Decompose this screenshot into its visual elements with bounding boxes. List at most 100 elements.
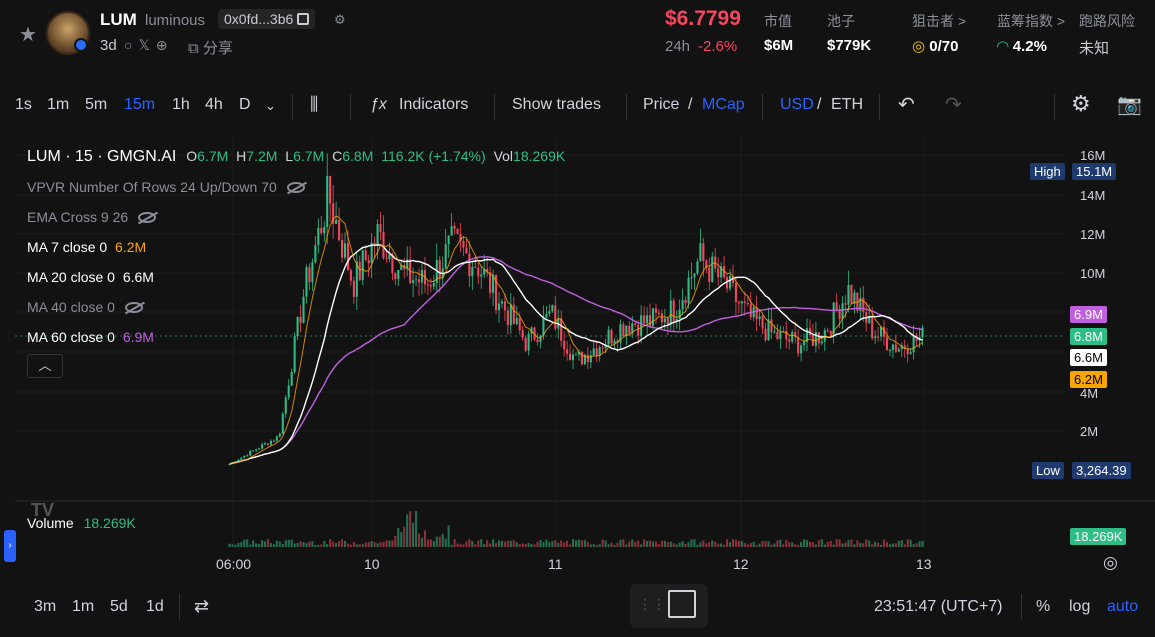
range-3m[interactable]: 3m	[34, 598, 57, 615]
ma40-label: MA 40 close 0	[27, 299, 115, 315]
volume-bar	[388, 540, 391, 547]
ma20-price-tag: 6.6M	[1070, 349, 1107, 366]
chevron-down-icon[interactable]: ⌄	[265, 98, 276, 113]
candle-body	[420, 269, 424, 283]
low-label: L	[285, 148, 294, 164]
eth-toggle[interactable]: ETH	[831, 96, 863, 113]
target-settings-icon[interactable]: ◎	[1103, 553, 1118, 572]
volume-bar	[305, 543, 308, 547]
candle-body	[539, 335, 542, 343]
volume-bar	[326, 543, 329, 547]
globe-icon[interactable]: ⊕	[155, 37, 174, 53]
interval-d[interactable]: D	[239, 96, 251, 113]
volume-bar	[480, 539, 483, 547]
crosshair-icon[interactable]	[668, 590, 696, 618]
ma60-indicator[interactable]: MA 60 close 0 6.9M	[27, 329, 154, 345]
percent-toggle[interactable]: %	[1036, 598, 1051, 615]
range-1m[interactable]: 1m	[72, 598, 95, 615]
expand-panel-button[interactable]: ›	[4, 530, 16, 562]
vpvr-indicator[interactable]: VPVR Number Of Rows 24 Up/Down 70	[27, 179, 305, 195]
volume-bar	[367, 542, 370, 547]
candle-body	[323, 227, 326, 234]
mcap-toggle[interactable]: MCap	[702, 96, 745, 113]
open-value: 6.7M	[197, 148, 229, 164]
candle-type-icon[interactable]: ⫼	[310, 94, 319, 114]
divider	[762, 94, 763, 120]
ma7-value: 6.2M	[115, 239, 147, 255]
eye-hidden-icon[interactable]	[286, 182, 305, 193]
volume-bar	[302, 542, 305, 547]
audit-icon[interactable]: ⚙	[334, 12, 346, 27]
candle-body	[805, 328, 809, 342]
candle-body	[269, 440, 272, 445]
candle-body	[284, 397, 287, 414]
copy-icon[interactable]	[297, 13, 310, 25]
ema-indicator[interactable]: EMA Cross 9 26	[27, 209, 157, 225]
search-icon[interactable]: ○	[124, 37, 139, 53]
gear-icon[interactable]: ⚙	[1071, 91, 1091, 116]
drag-handle-icon[interactable]: ⋮⋮	[638, 596, 666, 612]
interval-1s[interactable]: 1s	[15, 96, 32, 113]
stat-label-snipers[interactable]: 狙击者 >	[912, 13, 967, 29]
candle-body	[293, 336, 296, 372]
volume-bar	[494, 543, 498, 547]
eye-hidden-icon[interactable]	[124, 302, 143, 313]
candle-body	[702, 243, 705, 261]
log-toggle[interactable]: log	[1069, 598, 1091, 615]
stat-label-bluechip[interactable]: 蓝筹指数 >	[997, 13, 1066, 29]
candle-body	[800, 345, 803, 354]
volume-bar	[737, 540, 740, 547]
interval-4h[interactable]: 4h	[205, 96, 223, 113]
candle-body	[255, 449, 258, 451]
volume-bar	[708, 542, 711, 547]
volume-bar	[370, 540, 373, 547]
candle-body	[346, 243, 349, 271]
candle-body	[776, 331, 779, 340]
volume-bar	[607, 544, 610, 547]
candle-body	[450, 226, 453, 236]
auto-toggle[interactable]: auto	[1107, 598, 1139, 615]
volume-bar	[524, 543, 527, 547]
range-1d[interactable]: 1d	[146, 598, 164, 615]
drawing-toolbar[interactable]: ⋮⋮	[630, 584, 708, 628]
ma7-indicator[interactable]: MA 7 close 0 6.2M	[27, 239, 146, 255]
range-5d[interactable]: 5d	[110, 598, 128, 615]
camera-icon[interactable]: 📷	[1117, 94, 1142, 116]
volume-bar	[382, 542, 385, 547]
interval-1m[interactable]: 1m	[47, 96, 70, 113]
low-value: 6.7M	[293, 148, 325, 164]
interval-15m[interactable]: 15m	[124, 96, 156, 113]
change-value: -2.6%	[698, 38, 738, 55]
favorite-star-icon[interactable]: ★	[19, 24, 37, 46]
collapse-legend-button[interactable]: ︿	[27, 354, 63, 378]
price-toggle[interactable]: Price	[643, 96, 680, 113]
interval-5m[interactable]: 5m	[85, 96, 108, 113]
ma40-indicator[interactable]: MA 40 close 0	[27, 299, 143, 315]
change-value: 116.2K (+1.74%)	[381, 148, 486, 164]
usd-toggle[interactable]: USD	[780, 96, 814, 113]
eye-hidden-icon[interactable]	[138, 212, 157, 223]
high-tag-value: 15.1M	[1072, 163, 1117, 180]
indicators-button[interactable]: Indicators	[399, 96, 469, 113]
ma20-indicator[interactable]: MA 20 close 0 6.6M	[27, 269, 154, 285]
y-tick: 2M	[1080, 424, 1099, 439]
x-icon[interactable]: 𝕏	[138, 37, 156, 53]
candles	[228, 153, 924, 466]
divider	[179, 594, 180, 620]
interval-1h[interactable]: 1h	[172, 96, 190, 113]
candle-body	[921, 327, 924, 338]
ma20-label: MA 20 close 0	[27, 269, 115, 285]
share-button[interactable]: ⧉ 分享	[188, 40, 233, 57]
undo-icon[interactable]: ↶	[898, 94, 915, 116]
volume-bar	[906, 539, 909, 547]
redo-icon[interactable]: ↷	[945, 94, 962, 116]
fx-icon[interactable]: ƒx	[370, 96, 387, 113]
candle-body	[249, 451, 252, 456]
show-trades-button[interactable]: Show trades	[512, 96, 601, 113]
volume-bar	[666, 541, 669, 547]
candle-body	[903, 345, 906, 349]
date-range-icon[interactable]: ⇄	[194, 596, 210, 616]
volume-tag: 18.269K	[1070, 528, 1127, 545]
contract-address[interactable]: 0x0fd...3b6	[218, 9, 316, 29]
